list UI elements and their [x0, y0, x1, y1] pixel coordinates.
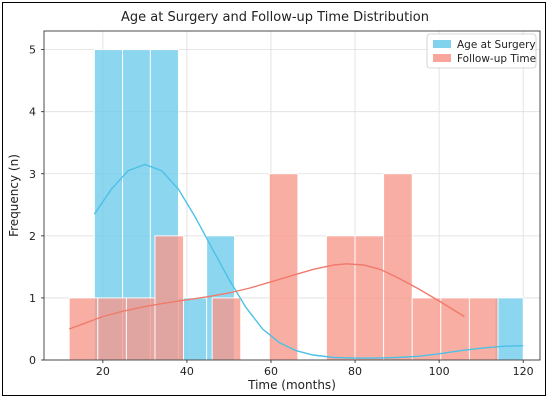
- legend-swatch: [433, 54, 451, 62]
- followup-bar-0: [68, 297, 99, 361]
- followup-bar-12: [411, 297, 442, 361]
- x-tick-label: 20: [96, 365, 110, 378]
- x-tick-label: 100: [429, 365, 450, 378]
- legend: Age at Surgery Follow-up Time: [426, 33, 537, 69]
- y-tick-label: 1: [29, 292, 36, 305]
- axis-ticks: 20 40 60 80 100 120 0 1 2 3 4 5: [29, 44, 534, 378]
- y-tick-label: 4: [29, 106, 36, 119]
- age-bar-5: [494, 297, 524, 361]
- followup-bar-7: [268, 173, 299, 361]
- x-tick-label: 40: [180, 365, 194, 378]
- x-axis-label: Time (months): [247, 378, 336, 392]
- followup-bar-5: [211, 297, 242, 361]
- x-tick-label: 60: [264, 365, 278, 378]
- y-tick-label: 3: [29, 168, 36, 181]
- x-tick-label: 80: [348, 365, 362, 378]
- y-axis-label: Frequency (n): [7, 154, 21, 237]
- legend-label: Follow-up Time: [457, 53, 536, 65]
- followup-kde-line: [68, 263, 465, 330]
- age-kde-line: [93, 163, 524, 359]
- followup-bar-3: [154, 235, 185, 361]
- legend-box: [426, 33, 537, 69]
- followup-bar-14: [468, 297, 499, 361]
- legend-swatch: [433, 40, 451, 48]
- y-tick-label: 0: [29, 354, 36, 367]
- followup-bar-11: [383, 173, 413, 361]
- plot-area-border: [43, 30, 541, 361]
- y-tick-label: 5: [29, 44, 36, 57]
- chart: Age at Surgery and Follow-up Time Distri…: [7, 10, 541, 392]
- followup-bar-10: [354, 235, 385, 361]
- legend-label: Age at Surgery: [457, 39, 536, 51]
- x-tick-label: 120: [513, 365, 534, 378]
- y-tick-label: 2: [29, 230, 36, 243]
- followup-bar-9: [326, 235, 356, 361]
- figure-frame: Age at Surgery and Follow-up Time Distri…: [2, 2, 546, 396]
- chart-title: Age at Surgery and Follow-up Time Distri…: [121, 10, 429, 25]
- followup-bar-2: [125, 297, 156, 361]
- kde-curves: [68, 163, 524, 359]
- followup-bar-1: [97, 297, 127, 361]
